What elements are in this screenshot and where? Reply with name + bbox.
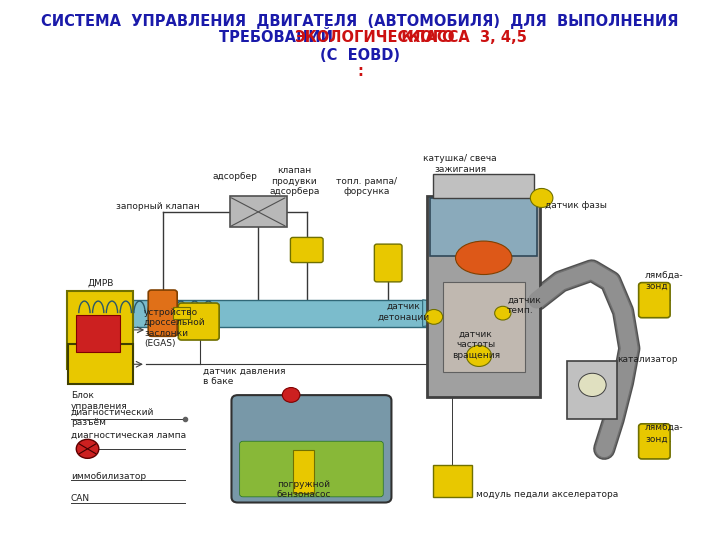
Circle shape [282,388,300,402]
Circle shape [467,346,492,367]
Text: датчик
частоты
вращения: датчик частоты вращения [452,330,500,360]
Text: погружной
бензонасос: погружной бензонасос [276,480,331,499]
FancyBboxPatch shape [427,195,541,397]
Circle shape [579,373,606,396]
Circle shape [425,309,443,325]
Ellipse shape [456,241,512,274]
FancyBboxPatch shape [148,290,177,336]
Text: адсорбер: адсорбер [213,172,258,181]
Text: катушка/ свеча
зажигания: катушка/ свеча зажигания [423,154,497,174]
Text: топл. рампа/
форсунка: топл. рампа/ форсунка [336,177,397,196]
FancyBboxPatch shape [639,282,670,318]
Text: ЭКОЛОГИЧЕСКОГО: ЭКОЛОГИЧЕСКОГО [294,30,455,45]
FancyBboxPatch shape [179,303,219,340]
FancyBboxPatch shape [68,345,132,384]
FancyBboxPatch shape [174,307,190,319]
FancyBboxPatch shape [430,198,537,255]
Text: (С  EOBD): (С EOBD) [320,48,400,63]
Text: КЛАССА  3, 4,5: КЛАССА 3, 4,5 [391,30,527,45]
FancyBboxPatch shape [240,441,383,497]
Text: датчик
темп.: датчик темп. [507,296,541,315]
Text: датчик
детонации: датчик детонации [378,302,430,321]
Circle shape [495,306,511,320]
Text: клапан
продувки
адсорбера: клапан продувки адсорбера [269,166,320,196]
Text: катализатор: катализатор [617,355,678,364]
Text: диагностическая лампа: диагностическая лампа [71,430,186,440]
Text: датчик давления
в баке: датчик давления в баке [204,367,286,386]
Text: Блок
управления: Блок управления [71,391,127,410]
FancyBboxPatch shape [567,361,618,420]
Polygon shape [423,300,454,327]
Text: устройство
дроссельной
заслонки
(EGAS): устройство дроссельной заслонки (EGAS) [144,308,205,348]
Text: диагностический
разъём: диагностический разъём [71,408,154,427]
FancyBboxPatch shape [231,395,392,503]
FancyBboxPatch shape [374,244,402,282]
FancyBboxPatch shape [433,465,472,497]
FancyBboxPatch shape [433,174,534,198]
Text: ДМРВ: ДМРВ [88,278,114,287]
FancyBboxPatch shape [290,238,323,262]
FancyBboxPatch shape [76,315,120,352]
Circle shape [76,440,99,458]
FancyBboxPatch shape [443,282,525,373]
FancyBboxPatch shape [293,450,315,492]
Text: датчик фазы: датчик фазы [545,201,607,210]
Text: :: : [357,64,363,79]
FancyBboxPatch shape [230,197,287,227]
Text: лямбда-
зонд: лямбда- зонд [645,272,683,291]
FancyBboxPatch shape [84,300,460,327]
Text: CAN: CAN [71,495,90,503]
Text: модуль педали акселератора: модуль педали акселератора [476,490,618,499]
Text: иммобилизатор: иммобилизатор [71,472,145,481]
Circle shape [531,188,553,207]
Text: запорный клапан: запорный клапан [116,202,199,211]
FancyBboxPatch shape [67,291,133,369]
Text: ТРЕБОВАНИЙ: ТРЕБОВАНИЙ [218,30,338,45]
Text: лямбда-
зонд: лямбда- зонд [645,424,683,444]
Text: СИСТЕМА  УПРАВЛЕНИЯ  ДВИГАТЕЛЯ  (АВТОМОБИЛЯ)  ДЛЯ  ВЫПОЛНЕНИЯ: СИСТЕМА УПРАВЛЕНИЯ ДВИГАТЕЛЯ (АВТОМОБИЛЯ… [41,14,679,29]
FancyBboxPatch shape [639,424,670,459]
